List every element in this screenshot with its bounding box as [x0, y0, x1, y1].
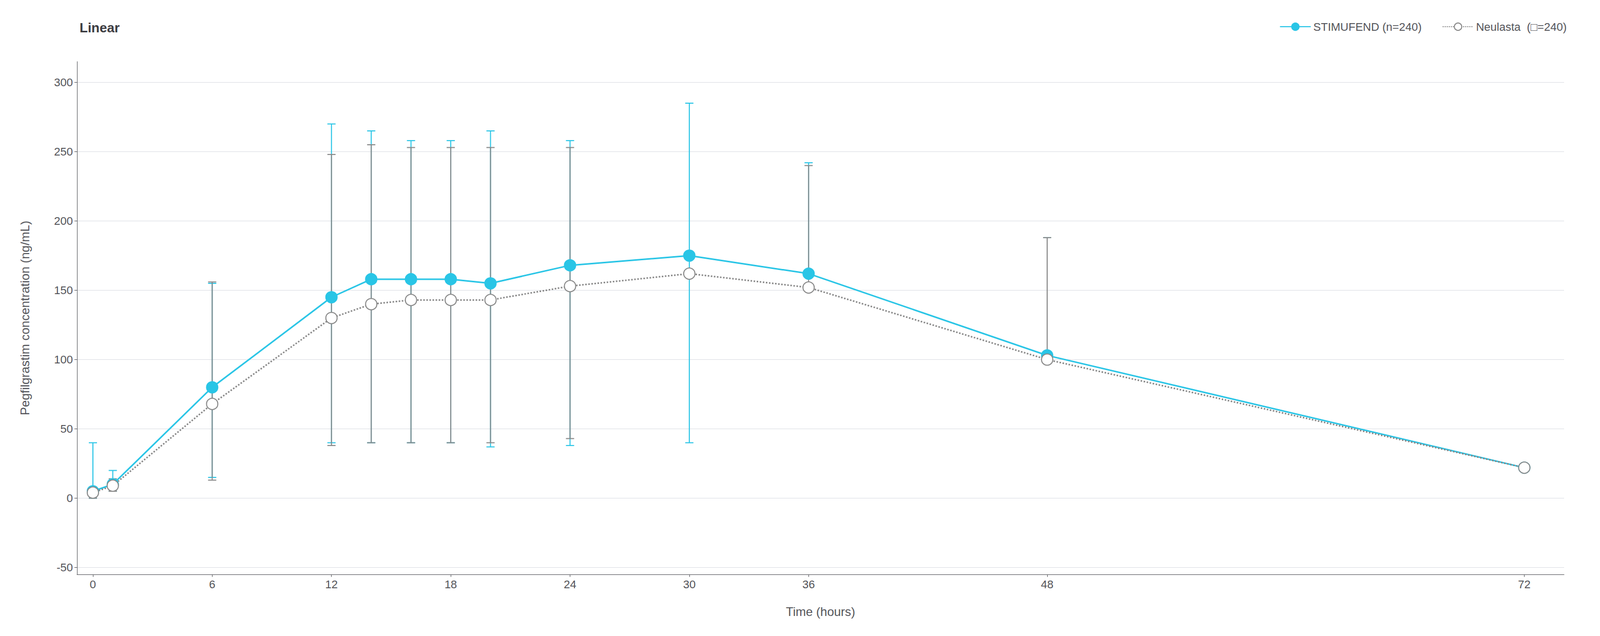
svg-text:6: 6	[208, 577, 216, 591]
svg-text:0: 0	[89, 577, 96, 591]
svg-text:Neulasta (□=240): Neulasta (□=240)	[1475, 20, 1567, 34]
svg-text:72: 72	[1517, 577, 1531, 591]
svg-text:0: 0	[66, 491, 73, 505]
svg-text:300: 300	[53, 75, 73, 89]
svg-text:Time (hours): Time (hours)	[785, 604, 856, 619]
svg-text:50: 50	[60, 422, 73, 436]
svg-text:-50: -50	[56, 561, 73, 574]
svg-text:48: 48	[1041, 577, 1054, 591]
svg-text:36: 36	[802, 577, 815, 591]
svg-text:100: 100	[53, 353, 73, 366]
svg-text:24: 24	[563, 577, 576, 591]
svg-text:STIMUFEND (n=240): STIMUFEND (n=240)	[1313, 20, 1422, 34]
svg-text:12: 12	[325, 577, 338, 591]
svg-text:250: 250	[53, 145, 73, 159]
svg-text:150: 150	[53, 283, 73, 297]
svg-text:Linear: Linear	[79, 20, 120, 36]
svg-text:200: 200	[53, 214, 73, 228]
svg-text:Pegfilgrastim concentration (n: Pegfilgrastim concentration (ng/mL)	[17, 220, 32, 416]
svg-text:30: 30	[683, 577, 696, 591]
svg-text:18: 18	[444, 577, 457, 591]
